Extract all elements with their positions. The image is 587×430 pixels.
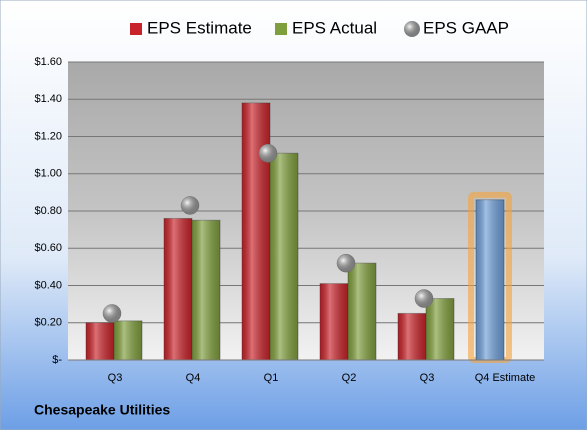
marker-shine (415, 289, 433, 308)
bar-shine (320, 283, 348, 360)
bar-shine (398, 313, 426, 360)
marker-shine (103, 304, 121, 323)
y-tick-label: $0.40 (34, 279, 62, 291)
bar-shine (426, 298, 454, 360)
y-tick-label: $0.80 (34, 205, 62, 217)
marker-shine (259, 144, 277, 163)
bar-shine (476, 199, 504, 360)
bar-shine (114, 320, 142, 360)
bar-shine (348, 263, 376, 360)
x-tick-label: Q2 (342, 372, 357, 384)
y-tick-label: $1.20 (34, 130, 62, 142)
x-tick-label: Q4 Estimate (475, 372, 536, 384)
marker-shine (337, 254, 355, 273)
marker-shine (181, 196, 199, 215)
legend-marker-shine (404, 21, 420, 37)
y-tick-label: $0.60 (34, 242, 62, 254)
legend-label: EPS Estimate (147, 18, 252, 37)
y-tick-label: $- (52, 354, 62, 366)
x-tick-label: Q3 (420, 372, 435, 384)
y-tick-label: $0.20 (34, 317, 62, 329)
legend-label: EPS GAAP (423, 18, 509, 37)
bar-shine (164, 218, 192, 360)
x-tick-label: Q3 (108, 372, 123, 384)
bar-shine (192, 220, 220, 360)
legend: EPS Estimate EPS Actual EPS GAAP (130, 18, 509, 37)
x-tick-label: Q4 (186, 372, 201, 384)
bar-shine (242, 102, 270, 360)
bar-shine (86, 322, 114, 360)
y-tick-label: $1.60 (34, 56, 62, 68)
footer: Chesapeake Utilities (34, 402, 170, 418)
y-tick-label: $1.40 (34, 93, 62, 105)
legend-label: EPS Actual (292, 18, 377, 37)
bar-shine (270, 153, 298, 360)
y-tick-label: $1.00 (34, 168, 62, 180)
legend-swatch (275, 23, 287, 35)
x-tick-label: Q1 (264, 372, 279, 384)
legend-swatch (130, 23, 142, 35)
